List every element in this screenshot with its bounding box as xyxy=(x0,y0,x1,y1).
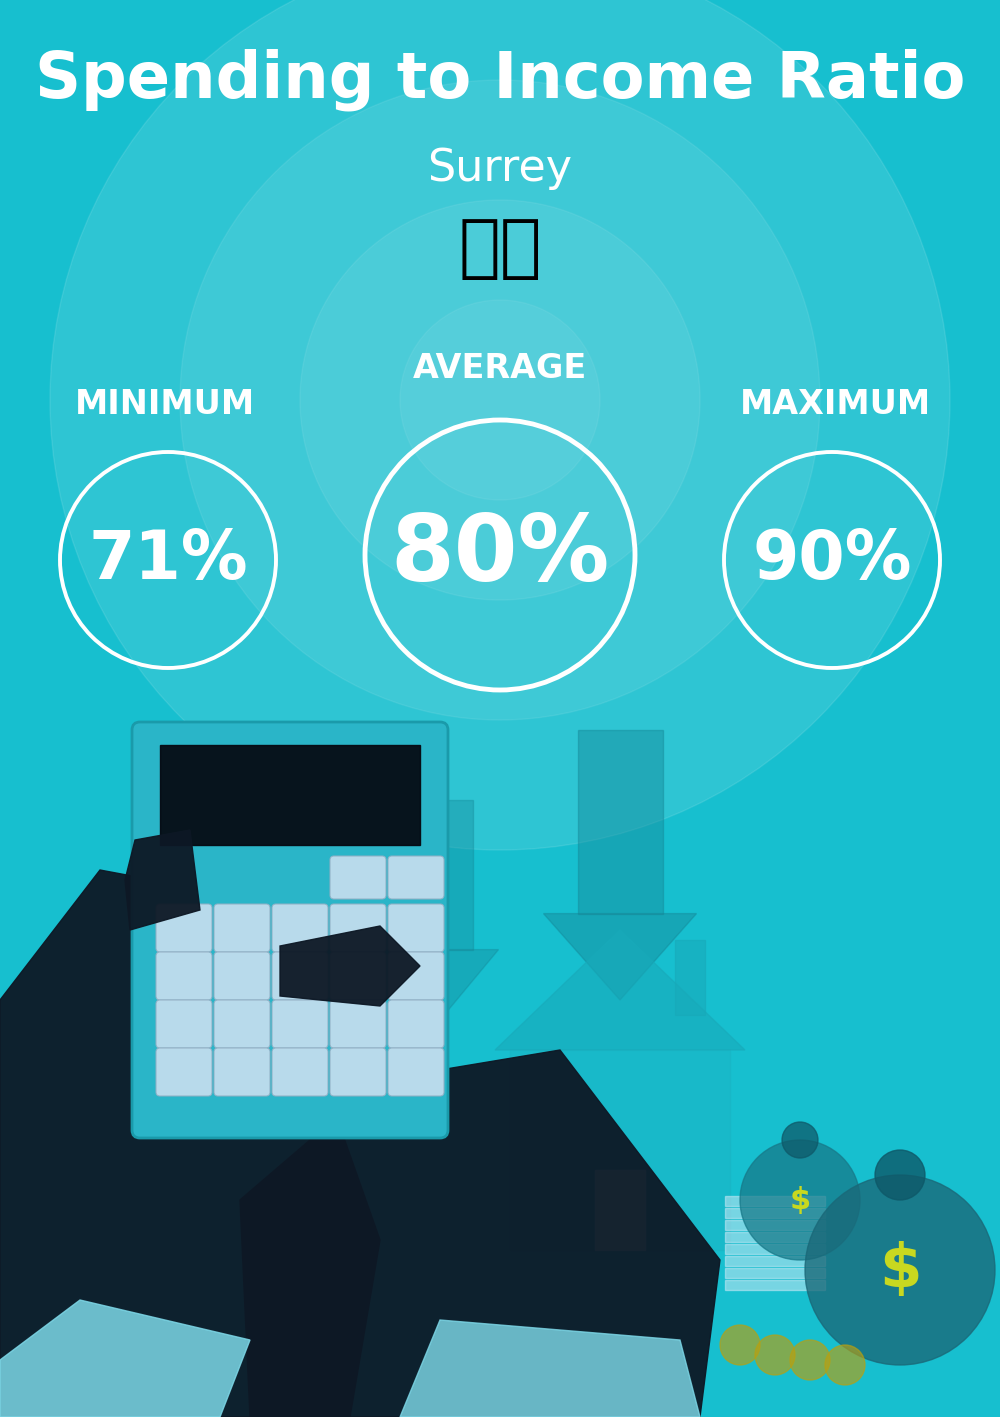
Text: Spending to Income Ratio: Spending to Income Ratio xyxy=(35,48,965,112)
Circle shape xyxy=(720,1325,760,1365)
Text: 90%: 90% xyxy=(752,527,912,592)
Circle shape xyxy=(50,0,950,850)
Polygon shape xyxy=(382,949,498,1020)
FancyBboxPatch shape xyxy=(330,952,386,1000)
Text: AVERAGE: AVERAGE xyxy=(413,351,587,384)
Bar xyxy=(725,1209,825,1219)
Circle shape xyxy=(180,79,820,720)
FancyBboxPatch shape xyxy=(330,1000,386,1049)
Polygon shape xyxy=(280,925,420,1006)
Bar xyxy=(725,1268,825,1278)
FancyBboxPatch shape xyxy=(214,1000,270,1049)
Circle shape xyxy=(825,1345,865,1384)
FancyBboxPatch shape xyxy=(388,904,444,952)
Polygon shape xyxy=(408,801,473,949)
FancyBboxPatch shape xyxy=(214,1049,270,1095)
FancyBboxPatch shape xyxy=(388,1049,444,1095)
Text: 🇨🇦: 🇨🇦 xyxy=(458,214,542,282)
Circle shape xyxy=(875,1151,925,1200)
FancyBboxPatch shape xyxy=(388,952,444,1000)
Polygon shape xyxy=(240,1050,720,1417)
Bar xyxy=(675,939,705,1015)
Polygon shape xyxy=(125,830,200,930)
FancyBboxPatch shape xyxy=(388,1000,444,1049)
Text: MAXIMUM: MAXIMUM xyxy=(739,388,931,421)
Circle shape xyxy=(782,1122,818,1158)
FancyBboxPatch shape xyxy=(272,1000,328,1049)
Circle shape xyxy=(755,1335,795,1374)
FancyBboxPatch shape xyxy=(156,952,212,1000)
Polygon shape xyxy=(0,1299,250,1417)
Circle shape xyxy=(805,1175,995,1365)
Text: 80%: 80% xyxy=(390,510,610,599)
FancyBboxPatch shape xyxy=(214,904,270,952)
FancyBboxPatch shape xyxy=(330,904,386,952)
Polygon shape xyxy=(544,914,696,1000)
FancyBboxPatch shape xyxy=(132,723,448,1138)
Polygon shape xyxy=(495,930,745,1050)
FancyBboxPatch shape xyxy=(156,1049,212,1095)
Circle shape xyxy=(790,1340,830,1380)
FancyBboxPatch shape xyxy=(272,952,328,1000)
FancyBboxPatch shape xyxy=(272,904,328,952)
Polygon shape xyxy=(578,730,662,914)
Text: $: $ xyxy=(789,1186,811,1214)
Bar xyxy=(595,1170,645,1250)
FancyBboxPatch shape xyxy=(214,952,270,1000)
Circle shape xyxy=(740,1141,860,1260)
Circle shape xyxy=(300,200,700,599)
Text: MINIMUM: MINIMUM xyxy=(75,388,255,421)
Text: $: $ xyxy=(879,1240,921,1299)
FancyBboxPatch shape xyxy=(156,904,212,952)
Polygon shape xyxy=(0,870,380,1417)
Bar xyxy=(725,1196,825,1206)
Bar xyxy=(160,745,420,845)
Bar xyxy=(725,1231,825,1241)
FancyBboxPatch shape xyxy=(272,1049,328,1095)
Bar xyxy=(725,1244,825,1254)
Bar xyxy=(725,1220,825,1230)
FancyBboxPatch shape xyxy=(330,856,386,898)
Circle shape xyxy=(400,300,600,500)
Text: Surrey: Surrey xyxy=(427,146,573,190)
Text: 71%: 71% xyxy=(88,527,248,592)
FancyBboxPatch shape xyxy=(388,856,444,898)
Bar xyxy=(725,1280,825,1289)
Bar xyxy=(725,1255,825,1265)
FancyBboxPatch shape xyxy=(330,1049,386,1095)
Polygon shape xyxy=(400,1321,700,1417)
FancyBboxPatch shape xyxy=(156,1000,212,1049)
Bar xyxy=(510,1050,730,1250)
